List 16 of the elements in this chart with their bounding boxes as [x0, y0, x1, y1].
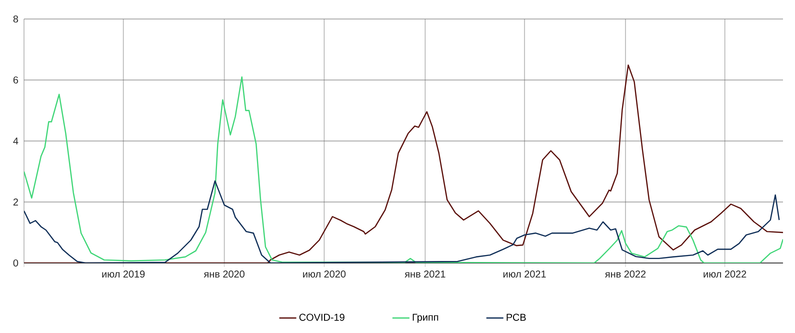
legend-label: COVID-19: [299, 314, 344, 321]
x-tick-label: июл 2021: [503, 270, 546, 278]
y-tick-label: 8: [13, 15, 18, 23]
y-tick-label: 0: [13, 259, 18, 267]
y-tick-label: 4: [13, 138, 18, 144]
x-tick-label: июл 2022: [704, 270, 746, 278]
x-tick-label: янв 2022: [605, 270, 646, 278]
legend-label: РСВ: [506, 314, 526, 321]
line-series: [24, 180, 780, 263]
x-tick-label: янв 2021: [404, 270, 446, 278]
legend-label: Грипп: [412, 314, 438, 323]
y-tick-label: 6: [13, 76, 18, 84]
x-tick-label: янв 2020: [204, 270, 244, 278]
x-tick-label: июл 2019: [102, 270, 145, 278]
y-tick-label: 2: [13, 198, 18, 206]
x-tick-label: июл 2020: [303, 270, 346, 278]
